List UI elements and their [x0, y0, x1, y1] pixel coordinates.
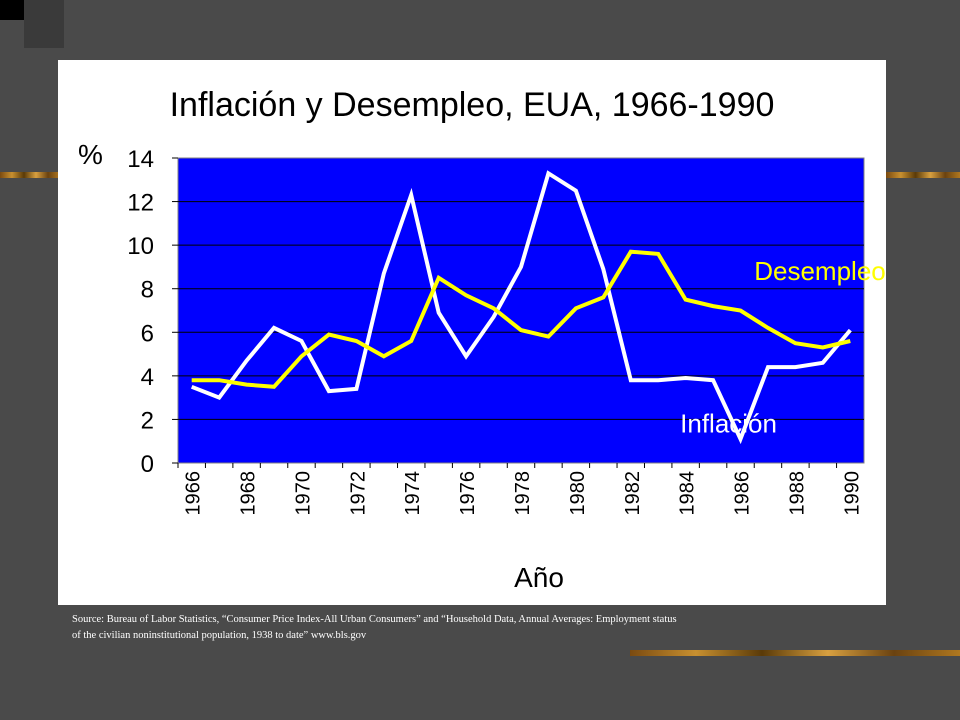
- corner-block: [0, 0, 24, 20]
- series-label-desempleo: Desempleo: [754, 256, 886, 286]
- chart: Inflación y Desempleo, EUA, 1966-1990 % …: [78, 86, 886, 593]
- x-tick-label: 1984: [677, 471, 699, 516]
- y-tick-labels: 0 2 4 6 8 10 12 14: [127, 146, 154, 478]
- series-lines: [190, 170, 852, 445]
- decorative-bar-right-top: [886, 172, 960, 178]
- source-line-2: of the civilian noninstitutional populat…: [72, 630, 367, 641]
- decorative-bar-left: [0, 172, 60, 178]
- x-tick-label: 1978: [512, 471, 534, 516]
- x-axis-label: Año: [514, 562, 564, 593]
- x-tick-label: 1976: [457, 471, 479, 516]
- corner-shade: [24, 0, 64, 48]
- x-tick-label: 1982: [622, 471, 644, 516]
- source-note: Source: Bureau of Labor Statistics, “Con…: [72, 612, 872, 644]
- series-line-inflacion: [190, 170, 852, 445]
- x-tick-label: 1990: [841, 471, 863, 516]
- x-tick-labels: 1966 1968 1970 1972 1974 1976 1978 1980 1982 1984…: [183, 471, 864, 516]
- x-tick-label: 1974: [402, 471, 424, 516]
- chart-title: Inflación y Desempleo, EUA, 1966-1990: [170, 86, 775, 124]
- source-line-1: Source: Bureau of Labor Statistics, “Con…: [72, 614, 677, 625]
- series-labels: Inflación Desempleo: [680, 256, 886, 439]
- y-tick-label: 8: [141, 277, 154, 304]
- series-line-desempleo: [191, 249, 851, 389]
- y-tick-label: 0: [141, 451, 154, 478]
- x-tick-label: 1986: [732, 471, 754, 516]
- y-tick-label: 14: [127, 146, 154, 173]
- series-label-inflacion: Inflación: [680, 409, 777, 439]
- x-tick-label: 1972: [347, 471, 369, 516]
- y-tick-label: 10: [127, 233, 154, 260]
- x-tick-label: 1988: [786, 471, 808, 516]
- y-tick-label: 12: [127, 190, 154, 217]
- x-tick-label: 1968: [238, 471, 260, 516]
- x-tick-label: 1966: [183, 471, 205, 516]
- y-axis-label: %: [78, 139, 103, 170]
- chart-card: Inflación y Desempleo, EUA, 1966-1990 % …: [58, 60, 886, 605]
- y-tick-label: 4: [141, 364, 154, 391]
- x-tick-label: 1980: [567, 471, 589, 516]
- x-tick-label: 1970: [292, 471, 314, 516]
- decorative-bar-bottom: [630, 650, 960, 656]
- y-tick-label: 2: [141, 407, 154, 434]
- y-tick-label: 6: [141, 320, 154, 347]
